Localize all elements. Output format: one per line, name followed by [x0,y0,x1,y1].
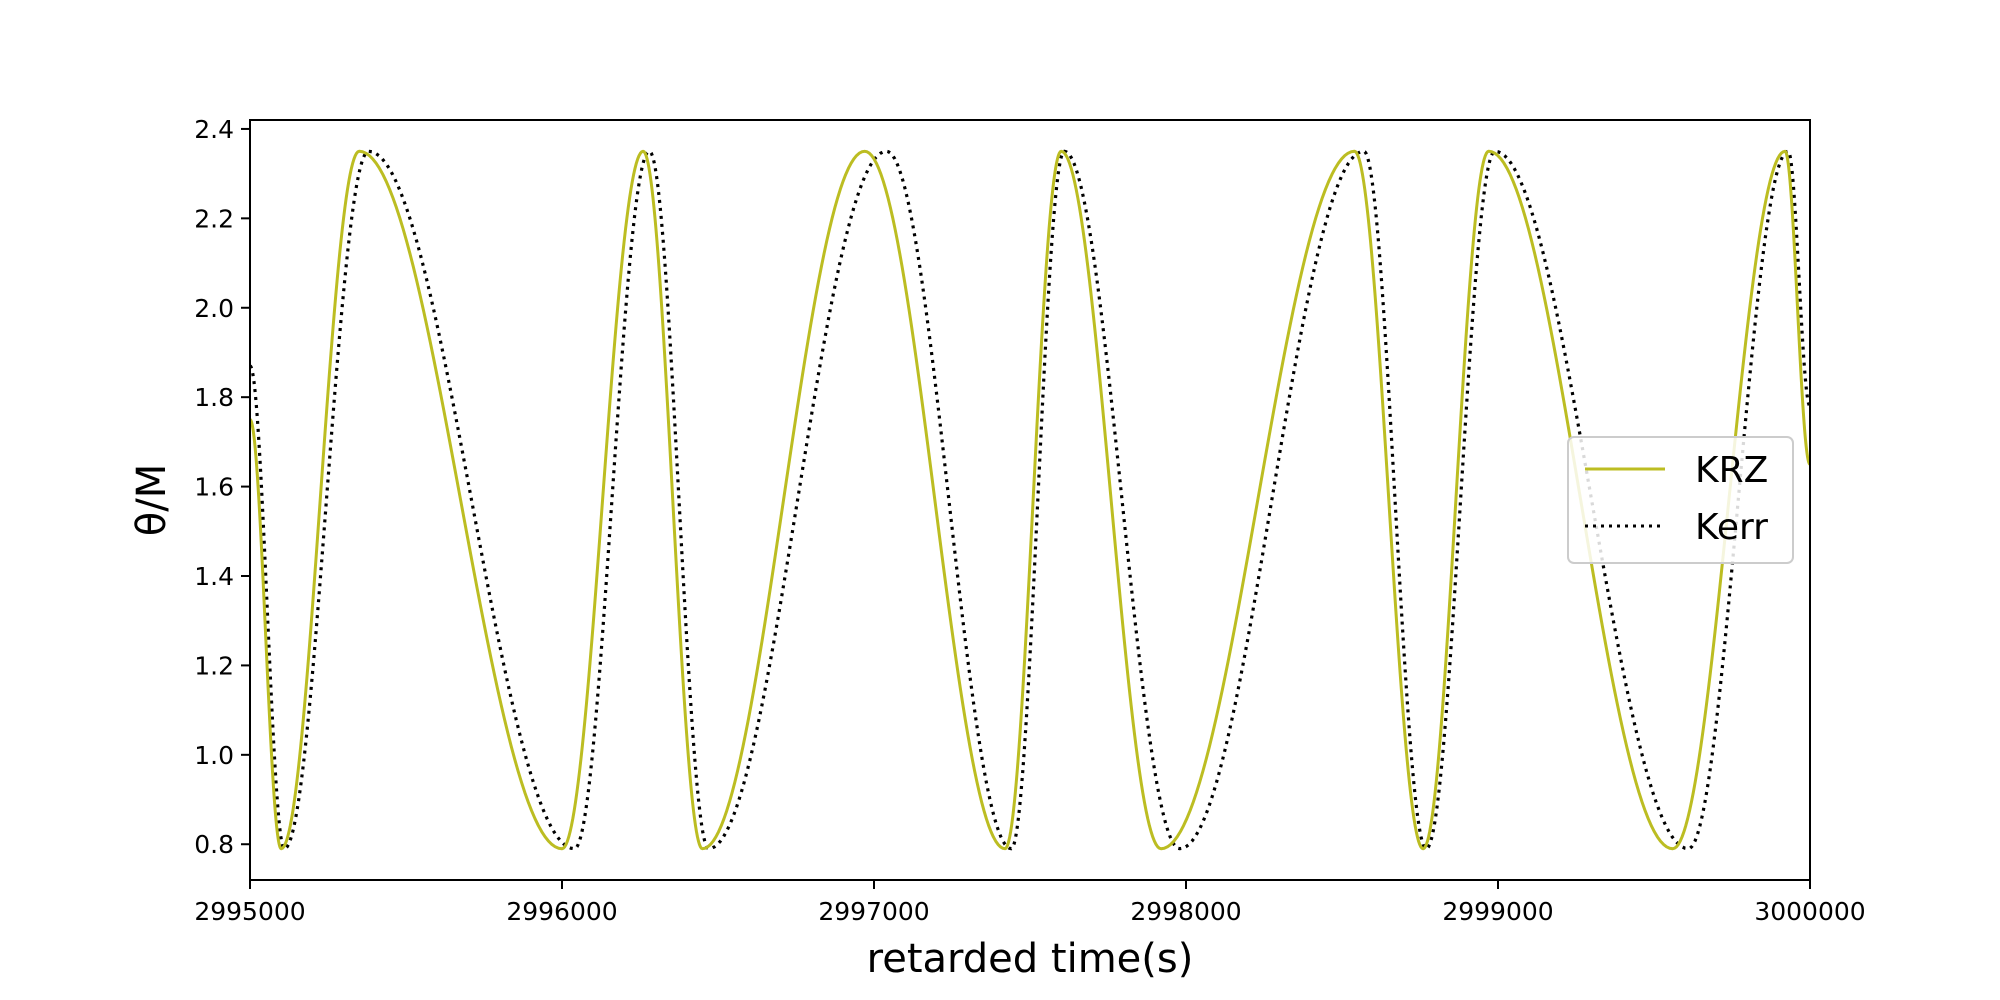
y-tick-label: 1.6 [194,473,234,502]
x-tick-label: 2998000 [1130,897,1241,926]
x-tick-label: 3000000 [1754,897,1865,926]
legend-label-krz: KRZ [1695,450,1768,491]
x-tick-label: 2996000 [506,897,617,926]
y-tick-label: 1.4 [194,562,234,591]
y-tick-label: 1.8 [194,383,234,412]
y-axis-title: θ/M [129,464,175,536]
plot-frame [249,119,1811,881]
y-axis-ticks: 0.8 1.0 1.2 1.4 1.6 1.8 2.0 2.2 2.4 [194,115,250,859]
y-tick-label: 1.2 [194,651,234,680]
x-axis-ticks: 2995000 2996000 2997000 2998000 2999000 30000… [194,880,1866,926]
x-tick-label: 2995000 [194,897,305,926]
y-tick-label: 1.0 [194,741,234,770]
legend-label-kerr: Kerr [1695,507,1768,548]
x-tick-label: 2997000 [818,897,929,926]
y-tick-label: 2.0 [194,294,234,323]
x-axis-title: retarded time(s) [867,936,1194,982]
legend[interactable]: KRZ Kerr [1567,436,1794,564]
x-tick-label: 2999000 [1442,897,1553,926]
y-tick-label: 0.8 [194,830,234,859]
series-line-kerr [250,149,1810,851]
y-tick-label: 2.2 [194,204,234,233]
y-tick-label: 2.4 [194,115,234,144]
